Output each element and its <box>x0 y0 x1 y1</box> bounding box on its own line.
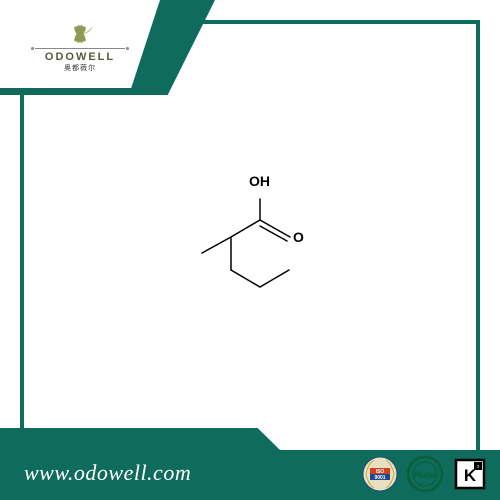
brand-name: ODOWELL <box>35 51 125 63</box>
iso-9001-badge: ISO 9001 <box>360 454 400 494</box>
certification-badges: ISO 9001 Halal K כ <box>360 454 490 494</box>
brand-logo: ODOWELL 奥都薇尔 <box>35 16 125 73</box>
oh-label: OH <box>249 173 270 189</box>
svg-text:9001: 9001 <box>374 475 385 481</box>
kosher-badge: K כ <box>450 454 490 494</box>
website-url: www.odowell.com <box>24 460 191 486</box>
footer-tab <box>0 428 280 450</box>
svg-text:כ: כ <box>477 464 480 470</box>
brand-subtitle: 奥都薇尔 <box>35 63 125 73</box>
halal-badge: Halal <box>405 454 445 494</box>
o-label: O <box>293 229 304 245</box>
flower-icon <box>60 16 100 46</box>
chemical-structure: OH O <box>185 175 325 325</box>
svg-text:Halal: Halal <box>414 470 436 480</box>
